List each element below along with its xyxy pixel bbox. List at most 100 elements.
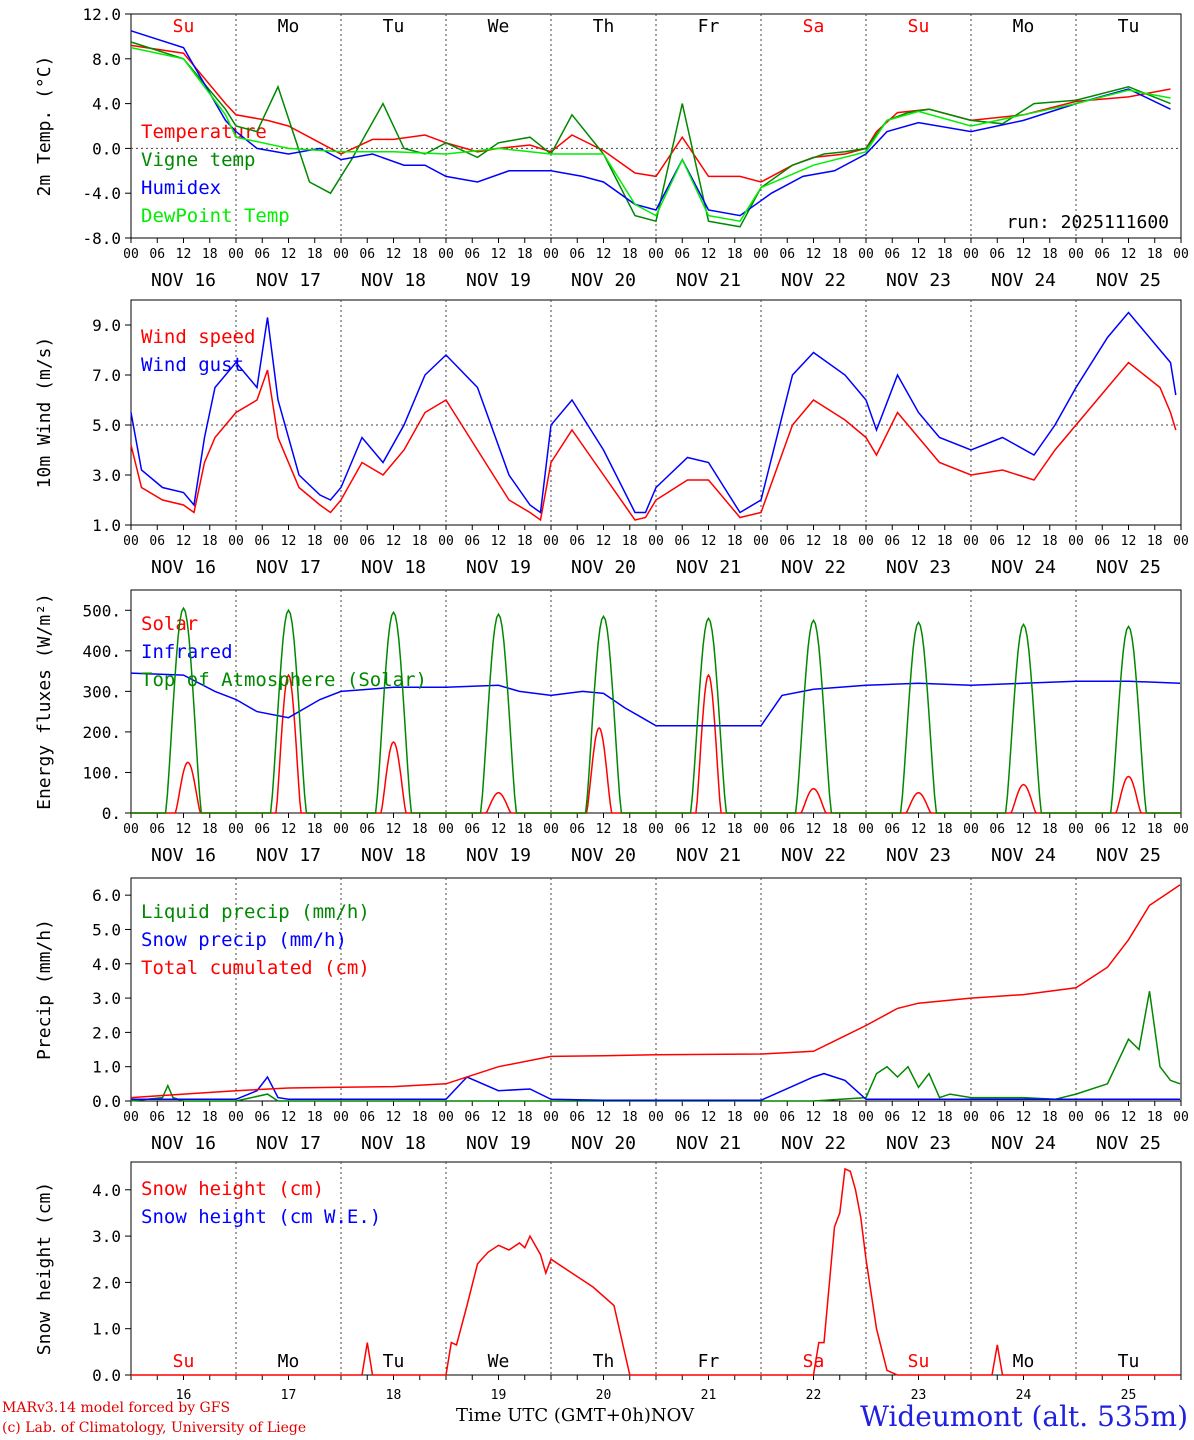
y-tick-label: 2.0 (92, 1273, 121, 1292)
y-tick-label: 0.0 (92, 1366, 121, 1385)
x-tick-label: 12 (911, 1110, 927, 1125)
x-tick-label: 00 (1068, 822, 1084, 837)
x-tick-label: 06 (779, 534, 795, 549)
series-line-1 (131, 1072, 1180, 1102)
time-axis-label: Time UTC (GMT+0h)NOV (456, 1405, 695, 1426)
date-label: NOV 16 (151, 270, 216, 291)
y-tick-label: 1.0 (92, 516, 121, 535)
weekday-label: Th (593, 16, 615, 37)
x-tick-label: 18 (727, 247, 743, 262)
legend-entry: Liquid precip (mm/h) (141, 901, 370, 923)
date-label: NOV 25 (1096, 270, 1161, 291)
x-tick-label: 00 (438, 822, 454, 837)
x-tick-label: 18 (412, 1110, 428, 1125)
x-tick-label: 18 (1147, 534, 1163, 549)
x-tick-label: 18 (517, 247, 533, 262)
x-tick-label: 12 (491, 247, 507, 262)
date-label: NOV 23 (886, 270, 951, 291)
x-tick-label: 06 (569, 247, 585, 262)
x-tick-label: 00 (228, 822, 244, 837)
x-tick-label: 12 (806, 534, 822, 549)
x-tick-label: 00 (543, 247, 559, 262)
x-tick-label: 18 (727, 534, 743, 549)
x-tick-label: 12 (701, 1110, 717, 1125)
y-tick-label: -8.0 (82, 229, 121, 248)
x-tick-label: 06 (1094, 534, 1110, 549)
y-tick-label: 5.0 (92, 416, 121, 435)
weekday-label: Sa (803, 16, 825, 37)
x-tick-label: 06 (359, 1110, 375, 1125)
x-tick-label: 06 (359, 822, 375, 837)
x-tick-label: 12 (596, 1110, 612, 1125)
x-tick-label: 06 (464, 534, 480, 549)
x-tick-label: 00 (858, 1110, 874, 1125)
x-tick-label: 00 (1068, 534, 1084, 549)
date-label: NOV 23 (886, 845, 951, 866)
x-tick-label: 18 (307, 822, 323, 837)
x-tick-label: 12 (176, 822, 192, 837)
y-tick-label: 3.0 (92, 466, 121, 485)
day-number-label: 16 (176, 1388, 192, 1403)
x-tick-label: 06 (989, 1110, 1005, 1125)
weekday-label: Mo (278, 16, 300, 37)
y-tick-label: 200. (82, 723, 121, 742)
x-tick-label: 18 (412, 822, 428, 837)
date-label: NOV 18 (361, 557, 426, 578)
x-tick-label: 00 (1068, 1110, 1084, 1125)
x-tick-label: 00 (333, 534, 349, 549)
x-tick-label: 00 (753, 247, 769, 262)
weekday-label: Su (908, 1351, 930, 1372)
series-line-2 (131, 606, 1181, 814)
x-tick-label: 12 (1121, 822, 1137, 837)
x-tick-label: 12 (1016, 822, 1032, 837)
month-label: NOV (650, 1405, 695, 1426)
date-label: NOV 22 (781, 270, 846, 291)
x-tick-label: 18 (307, 1110, 323, 1125)
panel-precip: 0.0 1.0 2.0 3.0 4.0 5.0 6.0 00 06 12 18 00 06 12 18 00 0… (34, 877, 1189, 1154)
x-tick-label: 06 (254, 247, 270, 262)
x-tick-label: 12 (386, 1110, 402, 1125)
x-tick-label: 06 (254, 822, 270, 837)
date-label: NOV 24 (991, 845, 1056, 866)
x-tick-label: 12 (176, 1110, 192, 1125)
x-tick-label: 18 (1042, 1110, 1058, 1125)
x-tick-label: 06 (149, 247, 165, 262)
x-tick-label: 06 (884, 1110, 900, 1125)
x-tick-label: 12 (701, 247, 717, 262)
x-tick-label: 00 (438, 247, 454, 262)
x-tick-label: 12 (176, 534, 192, 549)
x-tick-label: 00 (858, 822, 874, 837)
x-tick-label: 18 (727, 822, 743, 837)
x-tick-label: 18 (202, 247, 218, 262)
date-label: NOV 17 (256, 270, 321, 291)
x-tick-label: 12 (176, 247, 192, 262)
x-tick-label: 06 (779, 247, 795, 262)
y-tick-label: -4.0 (82, 184, 121, 203)
x-tick-label: 00 (228, 534, 244, 549)
x-tick-label: 06 (149, 1110, 165, 1125)
day-number-label: 22 (806, 1388, 822, 1403)
lab-credit: (c) Lab. of Climatology, University of L… (2, 1420, 307, 1436)
x-tick-label: 18 (1147, 822, 1163, 837)
date-label: NOV 21 (676, 845, 741, 866)
x-tick-label: 18 (727, 1110, 743, 1125)
legend-entry: Vigne temp (141, 149, 255, 171)
x-tick-label: 06 (884, 534, 900, 549)
date-label: NOV 18 (361, 845, 426, 866)
weekday-label: We (488, 16, 510, 37)
x-tick-label: 00 (648, 247, 664, 262)
x-tick-label: 00 (543, 1110, 559, 1125)
x-tick-label: 18 (832, 534, 848, 549)
x-tick-label: 00 (1173, 534, 1189, 549)
y-tick-label: 0.0 (92, 139, 121, 158)
legend-entry: Snow height (cm W.E.) (141, 1206, 381, 1228)
panel-wind: 1.0 3.0 5.0 7.0 9.0 00 06 12 18 00 06 12 18 00 06 12 18 0… (34, 299, 1189, 578)
x-tick-label: 12 (1016, 534, 1032, 549)
date-label: NOV 21 (676, 270, 741, 291)
y-tick-label: 1.0 (92, 1058, 121, 1077)
x-tick-label: 00 (648, 822, 664, 837)
legend-entry: Total cumulated (cm) (141, 957, 370, 979)
date-label: NOV 20 (571, 845, 636, 866)
x-tick-label: 06 (254, 534, 270, 549)
date-label: NOV 20 (571, 1133, 636, 1154)
